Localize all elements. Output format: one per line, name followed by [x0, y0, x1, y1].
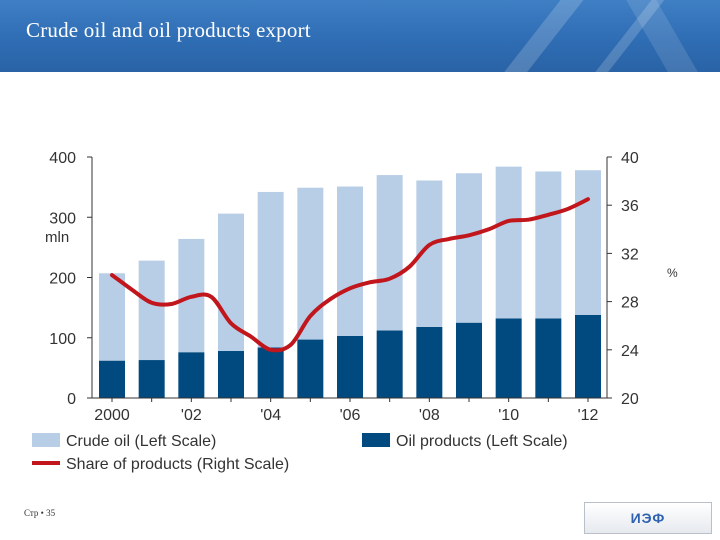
- export-chart: 0 100 200 300 400 20 24 28 32 36 40 2000 '02 '04 '06 '0…: [32, 150, 678, 473]
- left-tick-label: 0: [67, 391, 76, 408]
- slide-title: Crude oil and oil products export: [26, 18, 311, 42]
- bar-oil-products-2002: [178, 352, 205, 398]
- left-axis-label: mln: [45, 229, 69, 246]
- bar-oil-products-2008: [416, 326, 443, 398]
- right-tick-label: 20: [621, 391, 639, 408]
- bar-crude-oil-2000: [99, 273, 125, 361]
- bar-crude-oil-2001: [138, 260, 165, 361]
- x-tick-label: '04: [260, 407, 281, 424]
- bar-oil-products-2007: [376, 330, 403, 398]
- ticks-group: 0 100 200 300 400 20 24 28 32 36 40 2000 '02 '04 '06 '0…: [49, 150, 639, 424]
- x-tick-label: '02: [181, 407, 202, 424]
- right-tick-label: 28: [621, 295, 639, 312]
- x-tick-label: '08: [419, 407, 440, 424]
- left-tick-label: 300: [49, 210, 76, 227]
- bar-oil-products-2009: [456, 322, 482, 398]
- bar-oil-products-2011: [535, 318, 562, 398]
- legend-crude-oil-swatch: [32, 433, 60, 447]
- bars-group: [99, 166, 601, 398]
- logo-text: ИЭФ: [630, 510, 666, 526]
- bar-crude-oil-2009: [456, 173, 482, 323]
- legend-crude-oil-label: Crude oil (Left Scale): [66, 433, 216, 450]
- header-decoration: [463, 0, 595, 72]
- bar-crude-oil-2011: [535, 171, 562, 319]
- x-tick-label: 2000: [94, 407, 130, 424]
- right-tick-label: 36: [621, 198, 639, 215]
- legend-oil-products-swatch: [362, 433, 390, 447]
- right-tick-label: 40: [621, 150, 639, 167]
- bar-oil-products-2000: [99, 360, 125, 398]
- bar-oil-products-2001: [138, 360, 165, 398]
- legend-oil-products-label: Oil products (Left Scale): [396, 433, 568, 450]
- bar-crude-oil-2012: [575, 170, 601, 315]
- left-tick-label: 100: [49, 331, 76, 348]
- bar-oil-products-2012: [575, 314, 601, 398]
- logo: ИЭФ: [584, 502, 712, 534]
- x-tick-label: '06: [340, 407, 361, 424]
- bar-crude-oil-2006: [337, 186, 363, 336]
- page-number: Стр • 35: [24, 508, 56, 518]
- left-tick-label: 400: [49, 150, 76, 167]
- x-tick-label: '10: [498, 407, 519, 424]
- bar-oil-products-2010: [495, 318, 522, 398]
- bar-oil-products-2003: [218, 351, 244, 398]
- bar-crude-oil-2010: [495, 166, 522, 319]
- right-tick-label: 24: [621, 343, 639, 360]
- right-tick-label: 32: [621, 246, 639, 263]
- legend: Crude oil (Left Scale) Oil products (Left…: [32, 433, 568, 473]
- right-axis-label: %: [667, 266, 678, 280]
- bar-oil-products-2004: [257, 347, 284, 398]
- left-tick-label: 200: [49, 271, 76, 288]
- bar-crude-oil-2004: [257, 191, 284, 348]
- x-tick-label: '12: [578, 407, 599, 424]
- legend-share-of-products-label: Share of products (Right Scale): [66, 456, 289, 473]
- bar-crude-oil-2007: [376, 175, 403, 331]
- share-line: [110, 197, 590, 353]
- bar-oil-products-2006: [337, 335, 363, 398]
- slide-header: Crude oil and oil products export: [0, 0, 720, 72]
- bar-oil-products-2005: [297, 339, 324, 398]
